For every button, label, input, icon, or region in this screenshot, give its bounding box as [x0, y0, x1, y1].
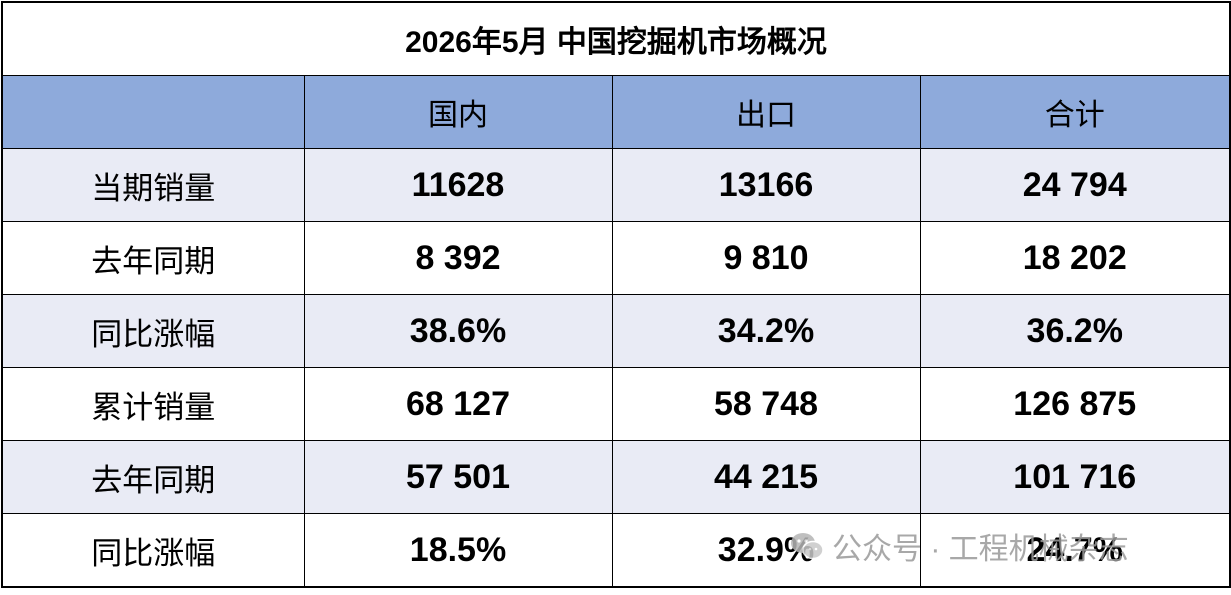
data-cell: 24 794 — [919, 148, 1231, 222]
row-label: 去年同期 — [1, 221, 305, 295]
watermark: 公众号 · 工程机械杂志 — [790, 524, 1129, 568]
data-cell: 38.6% — [303, 294, 613, 368]
header-cell: 国内 — [303, 75, 613, 149]
row-label: 当期销量 — [1, 148, 305, 222]
table-title: 2026年5月 中国挖掘机市场概况 — [1, 1, 1231, 76]
data-cell: 44 215 — [611, 440, 921, 514]
data-row: 同比涨幅 38.6% 34.2% 36.2% — [1, 294, 1231, 368]
header-corner — [1, 75, 305, 149]
wechat-icon — [791, 533, 824, 560]
data-cell: 57 501 — [303, 440, 613, 514]
data-cell: 9 810 — [611, 221, 921, 295]
row-label: 同比涨幅 — [1, 513, 305, 588]
data-cell: 18.5% — [303, 513, 613, 588]
data-cell: 24.7% — [919, 513, 1231, 588]
header-row: 国内 出口 合计 — [1, 75, 1231, 149]
data-cell: 34.2% — [611, 294, 921, 368]
row-label: 去年同期 — [1, 440, 305, 514]
title-row: 2026年5月 中国挖掘机市场概况 — [1, 1, 1231, 76]
data-row: 当期销量 11628 13166 24 794 — [1, 148, 1231, 222]
data-cell: 13166 — [611, 148, 921, 222]
header-cell: 出口 — [611, 75, 921, 149]
data-cell: 8 392 — [303, 221, 613, 295]
data-row: 累计销量 68 127 58 748 126 875 — [1, 367, 1231, 441]
row-label: 累计销量 — [1, 367, 305, 441]
data-cell: 126 875 — [919, 367, 1231, 441]
data-row: 同比涨幅 18.5% 32.9% 24.7% — [1, 513, 1231, 588]
data-cell: 11628 — [303, 148, 613, 222]
data-cell: 36.2% — [919, 294, 1231, 368]
data-row: 去年同期 57 501 44 215 101 716 — [1, 440, 1231, 514]
data-cell: 58 748 — [611, 367, 921, 441]
row-label: 同比涨幅 — [1, 294, 305, 368]
header-cell: 合计 — [919, 75, 1231, 149]
data-cell: 101 716 — [919, 440, 1231, 514]
data-cell: 18 202 — [919, 221, 1231, 295]
data-cell: 68 127 — [303, 367, 613, 441]
watermark-text: 公众号 · 工程机械杂志 — [832, 533, 1129, 566]
data-row: 去年同期 8 392 9 810 18 202 — [1, 221, 1231, 295]
